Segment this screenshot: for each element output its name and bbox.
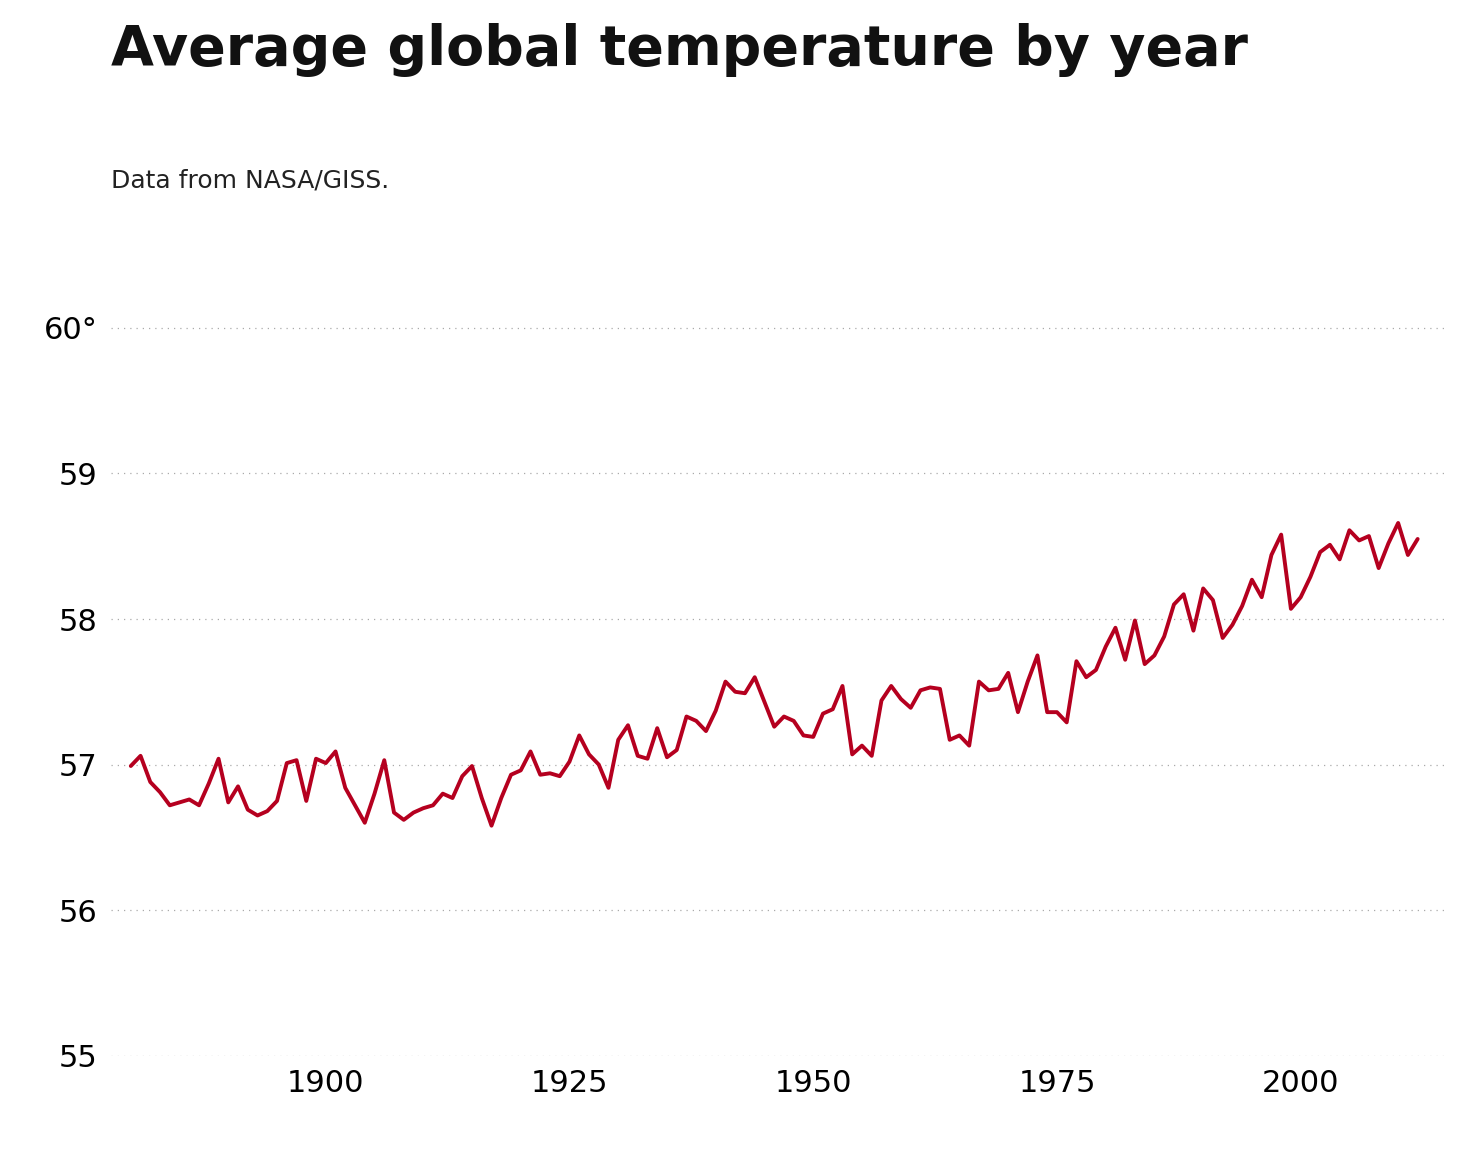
Text: Data from NASA/GISS.: Data from NASA/GISS.: [111, 168, 389, 193]
Text: Average global temperature by year: Average global temperature by year: [111, 23, 1248, 78]
